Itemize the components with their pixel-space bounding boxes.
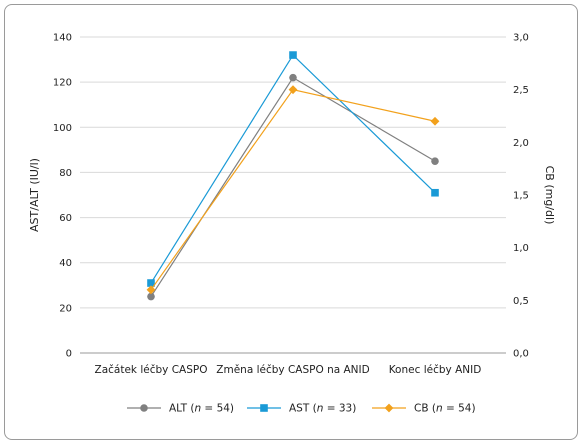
gridlines [80, 36, 506, 354]
series-lines [146, 51, 440, 301]
data-point-alt [431, 157, 439, 165]
left-axis-title: AST/ALT (IU/l) [28, 158, 41, 232]
category-label: Změna léčby CASPO na ANID [216, 364, 369, 376]
category-label: Konec léčby ANID [389, 364, 482, 376]
data-point-ast [147, 279, 155, 287]
right-axis-ticks: 0,0 0,5 1,0 1,5 2,0 2,5 3,0 [513, 33, 529, 360]
series-cb [146, 85, 440, 295]
legend-item-alt: ALT (n = 54) [127, 403, 234, 415]
series-line-alt [150, 76, 436, 297]
right-axis-title: CB (mg/dl) [543, 166, 556, 225]
left-tick-label: 120 [53, 78, 72, 89]
legend-item-ast: AST (n = 33) [247, 403, 356, 415]
right-tick-label: 0,5 [513, 296, 529, 307]
left-tick-label: 100 [53, 123, 72, 134]
series-alt [147, 73, 439, 301]
series-line-cb [150, 88, 436, 291]
left-axis-ticks: 0 20 40 60 80 100 120 140 [53, 33, 72, 360]
series-ast [147, 51, 439, 287]
data-point-cb [288, 85, 298, 95]
legend-marker [140, 404, 148, 412]
left-tick-label: 0 [66, 349, 72, 360]
data-point-alt [147, 292, 155, 301]
legend-label: AST (n = 33) [289, 403, 356, 415]
legend-marker [384, 403, 394, 413]
category-labels: Začátek léčby CASPO Změna léčby CASPO na … [95, 364, 482, 376]
right-tick-label: 2,5 [513, 85, 529, 96]
left-tick-label: 40 [59, 258, 72, 269]
left-tick-label: 80 [59, 168, 72, 179]
right-tick-label: 3,0 [513, 33, 529, 44]
legend-marker [260, 404, 268, 412]
right-tick-label: 1,0 [513, 243, 529, 254]
legend: ALT (n = 54) AST (n = 33) CB (n = 54) [127, 403, 476, 415]
legend-item-cb: CB (n = 54) [372, 403, 476, 415]
left-tick-label: 60 [59, 213, 72, 224]
left-tick-label: 140 [53, 33, 72, 44]
data-point-cb [146, 285, 156, 295]
right-tick-label: 2,0 [513, 138, 529, 149]
category-label: Začátek léčby CASPO [95, 364, 208, 376]
data-point-ast [289, 51, 297, 59]
data-point-ast [431, 188, 439, 197]
right-tick-label: 0,0 [513, 349, 529, 360]
legend-label: ALT (n = 54) [169, 403, 234, 415]
left-tick-label: 20 [59, 303, 72, 314]
data-point-cb [430, 116, 440, 126]
right-tick-label: 1,5 [513, 191, 529, 202]
legend-label: CB (n = 54) [414, 403, 476, 415]
data-point-alt [289, 73, 297, 82]
